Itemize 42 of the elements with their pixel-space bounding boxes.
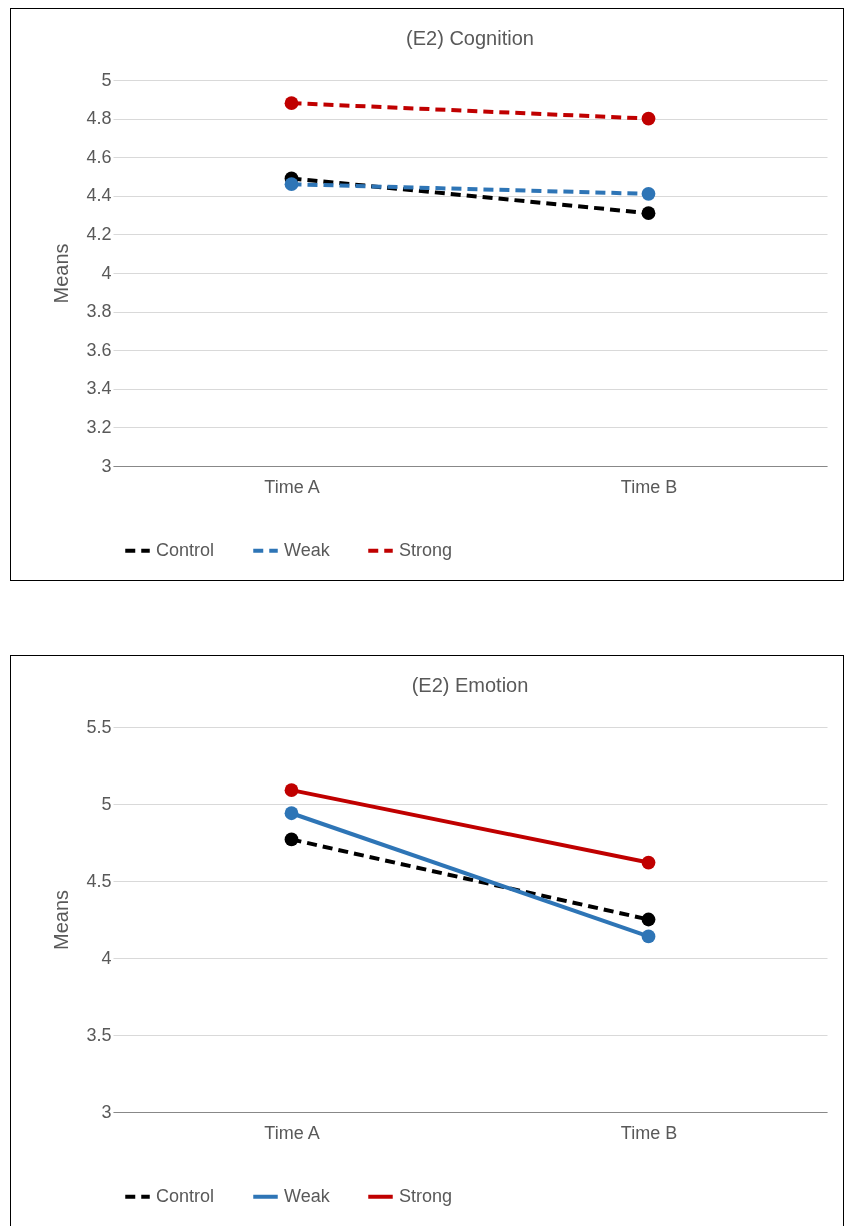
point: [641, 929, 656, 944]
chart-title: (E2) Emotion: [411, 674, 529, 696]
y-tick-label: 5: [101, 69, 112, 90]
y-tick-label: 4: [101, 947, 112, 968]
x-tick-label: Time A: [264, 476, 320, 497]
point: [641, 206, 656, 221]
y-axis-title: Means: [50, 243, 73, 304]
y-tick-label: 3.2: [86, 416, 112, 437]
legend-label: Weak: [284, 1185, 331, 1206]
point: [284, 96, 299, 111]
y-tick-label: 5: [101, 793, 112, 814]
point: [284, 783, 299, 798]
point: [641, 912, 656, 927]
y-tick-label: 4: [101, 262, 112, 283]
point: [284, 177, 299, 192]
y-tick-label: 3.4: [86, 378, 112, 399]
chart-title: (E2) Cognition: [406, 27, 534, 49]
y-tick-label: 3.5: [86, 1024, 112, 1045]
legend-label: Strong: [399, 1185, 453, 1206]
y-tick-label: 3: [101, 455, 112, 476]
y-tick-label: 3: [101, 1101, 112, 1122]
legend-label: Strong: [399, 539, 453, 560]
x-tick-label: Time A: [264, 1122, 320, 1143]
y-axis-title: Means: [50, 889, 73, 951]
y-tick-label: 4.6: [86, 146, 112, 167]
legend-label: Weak: [284, 539, 331, 560]
y-tick-label: 4.2: [86, 223, 112, 244]
x-tick-label: Time B: [620, 1122, 678, 1143]
legend-label: Control: [156, 1185, 215, 1206]
point: [284, 832, 299, 847]
y-tick-label: 3.6: [86, 339, 112, 360]
point: [641, 186, 656, 201]
y-tick-label: 4.5: [86, 870, 112, 891]
y-tick-label: 3.8: [86, 301, 112, 322]
y-tick-label: 4.8: [86, 108, 112, 129]
x-tick-label: Time B: [620, 476, 678, 497]
point: [641, 855, 656, 870]
y-tick-label: 4.4: [86, 185, 112, 206]
y-tick-label: 5.5: [86, 716, 112, 737]
point: [284, 806, 299, 821]
point: [641, 111, 656, 126]
legend-label: Control: [156, 539, 215, 560]
